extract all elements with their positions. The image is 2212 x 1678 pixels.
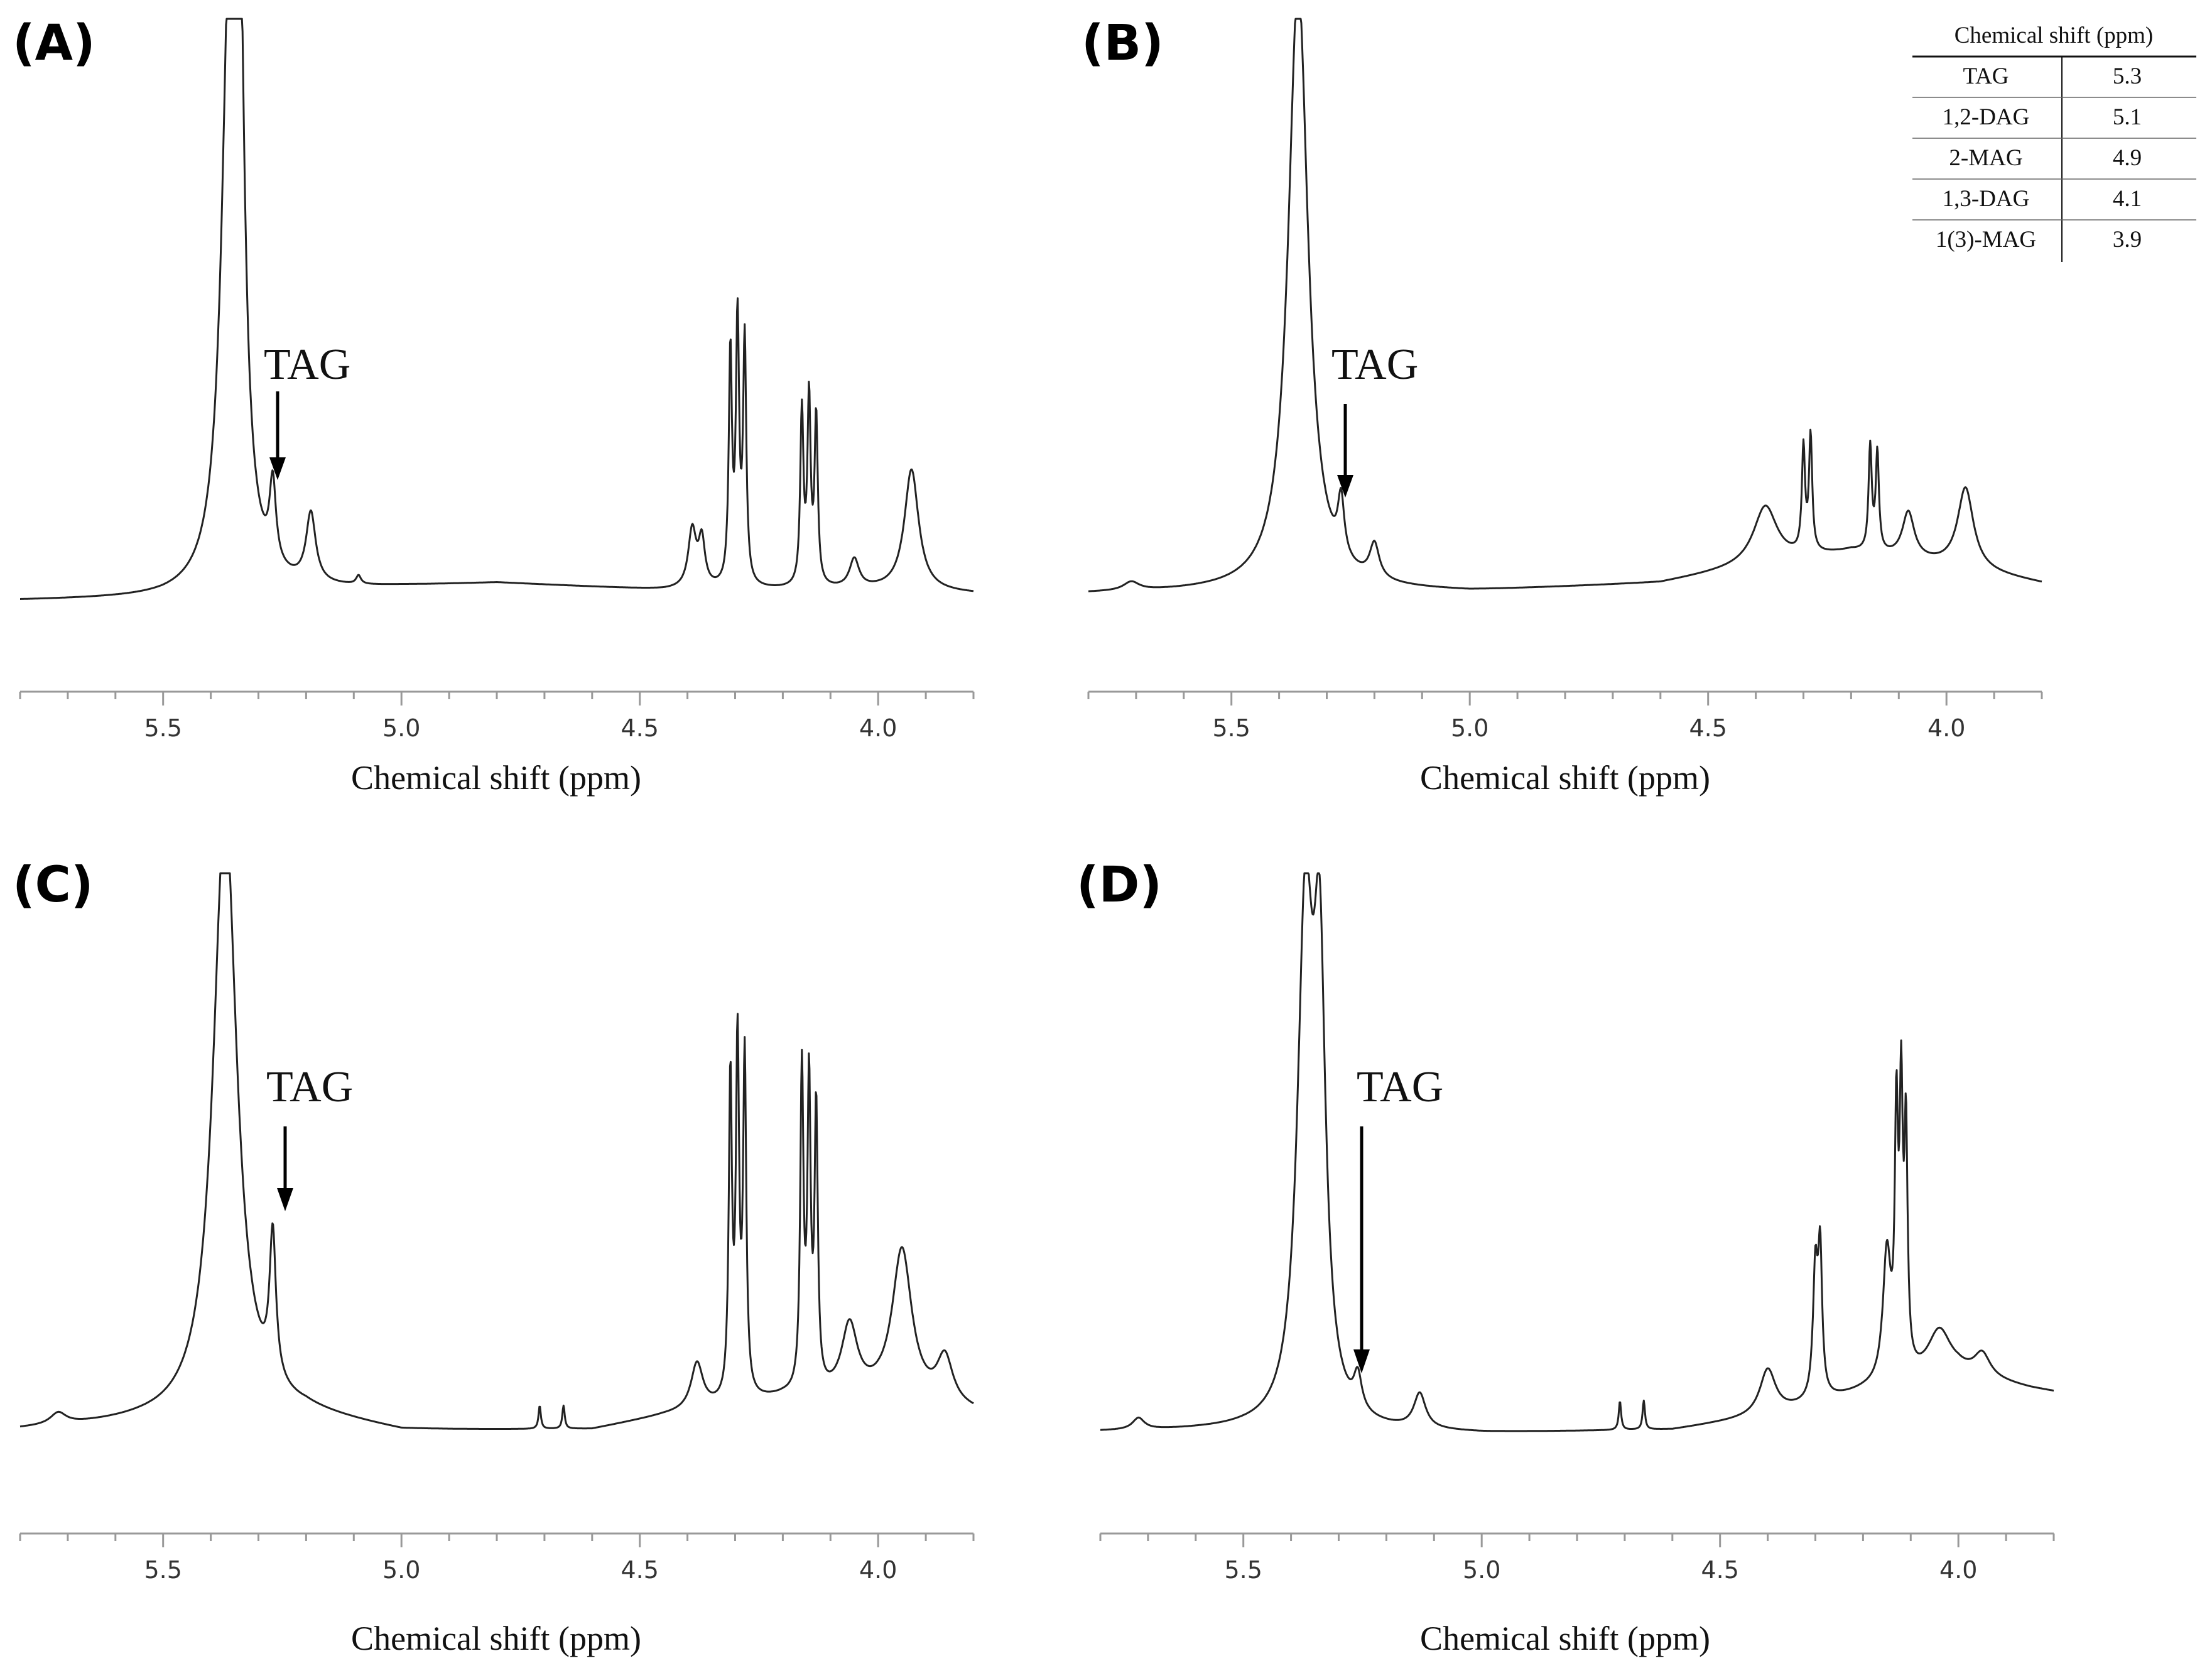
spectrum-line-d — [1100, 872, 2054, 1432]
table-row-value: 5.1 — [2113, 104, 2142, 130]
table-row-value: 3.9 — [2113, 227, 2142, 253]
tick-label-a-4.0: 4.0 — [859, 714, 897, 742]
x-axis-label-c: Chemical shift (ppm) — [351, 1620, 641, 1657]
x-ticks-b — [1087, 692, 2043, 706]
table-header: Chemical shift (ppm) — [1954, 23, 2154, 48]
tick-label-b-4.5: 4.5 — [1689, 714, 1727, 742]
x-axis-label-b: Chemical shift (ppm) — [1420, 759, 1710, 797]
tick-label-c-4.5: 4.5 — [621, 1556, 658, 1584]
table-row-name: 2-MAG — [1949, 145, 2022, 171]
panel-label-c: (C) — [13, 857, 94, 913]
tag-annotation-b: TAG — [1331, 341, 1418, 389]
tick-label-b-5.5: 5.5 — [1212, 714, 1250, 742]
x-ticks-c — [19, 1534, 975, 1547]
x-ticks-a — [19, 692, 975, 706]
panel-label-b: (B) — [1082, 15, 1164, 72]
tick-label-a-5.0: 5.0 — [382, 714, 420, 742]
tag-arrow-head-c — [277, 1188, 293, 1211]
table-row-name: TAG — [1963, 63, 2009, 89]
panel-label-a: (A) — [13, 15, 95, 72]
tick-label-d-5.0: 5.0 — [1463, 1556, 1500, 1584]
tag-arrow-head-b — [1337, 475, 1353, 498]
x-ticks-d — [1099, 1534, 2055, 1547]
spectrum-line-b — [1088, 18, 2042, 592]
tick-label-c-4.0: 4.0 — [859, 1556, 897, 1584]
tag-arrow-head-a — [269, 457, 286, 480]
tick-label-c-5.5: 5.5 — [144, 1556, 182, 1584]
tick-label-a-5.5: 5.5 — [144, 714, 182, 742]
table-row-value: 4.9 — [2113, 145, 2142, 171]
table-row-name: 1(3)-MAG — [1936, 227, 2036, 253]
table-row-value: 5.3 — [2113, 63, 2142, 89]
tag-arrow-head-d — [1353, 1349, 1370, 1373]
spectrum-line-c — [19, 872, 974, 1430]
tick-label-d-4.0: 4.0 — [1939, 1556, 1977, 1584]
spectrum-line-a — [19, 18, 974, 600]
panel-d: (D) 5.5 5.0 4.5 4.0 Chemical shift (ppm)… — [1076, 857, 2055, 1657]
tick-label-a-4.5: 4.5 — [621, 714, 658, 742]
panel-a: (A) 5.5 5.0 4.5 4.0 Chemical shift (ppm)… — [13, 15, 975, 797]
table-row-value: 4.1 — [2113, 186, 2142, 212]
tag-annotation-c: TAG — [266, 1063, 353, 1111]
table-row-name: 1,3-DAG — [1943, 186, 2030, 212]
panel-c: (C) 5.5 5.0 4.5 4.0 Chemical shift (ppm)… — [13, 857, 975, 1657]
tag-annotation-a: TAG — [264, 341, 350, 389]
tick-label-d-5.5: 5.5 — [1224, 1556, 1262, 1584]
tick-label-c-5.0: 5.0 — [382, 1556, 420, 1584]
table-row-name: 1,2-DAG — [1943, 104, 2030, 130]
tick-label-b-4.0: 4.0 — [1927, 714, 1965, 742]
x-axis-label-d: Chemical shift (ppm) — [1420, 1620, 1710, 1657]
tick-label-d-4.5: 4.5 — [1701, 1556, 1738, 1584]
panel-b: (B) 5.5 5.0 4.5 4.0 Chemical shift (ppm)… — [1082, 15, 2043, 797]
x-axis-label-a: Chemical shift (ppm) — [351, 759, 641, 797]
tag-annotation-d: TAG — [1357, 1063, 1443, 1111]
panel-label-d: (D) — [1076, 857, 1162, 913]
tick-label-b-5.0: 5.0 — [1451, 714, 1488, 742]
chemical-shift-table: Chemical shift (ppm) TAG 5.3 1,2-DAG 5.1… — [1912, 23, 2196, 262]
